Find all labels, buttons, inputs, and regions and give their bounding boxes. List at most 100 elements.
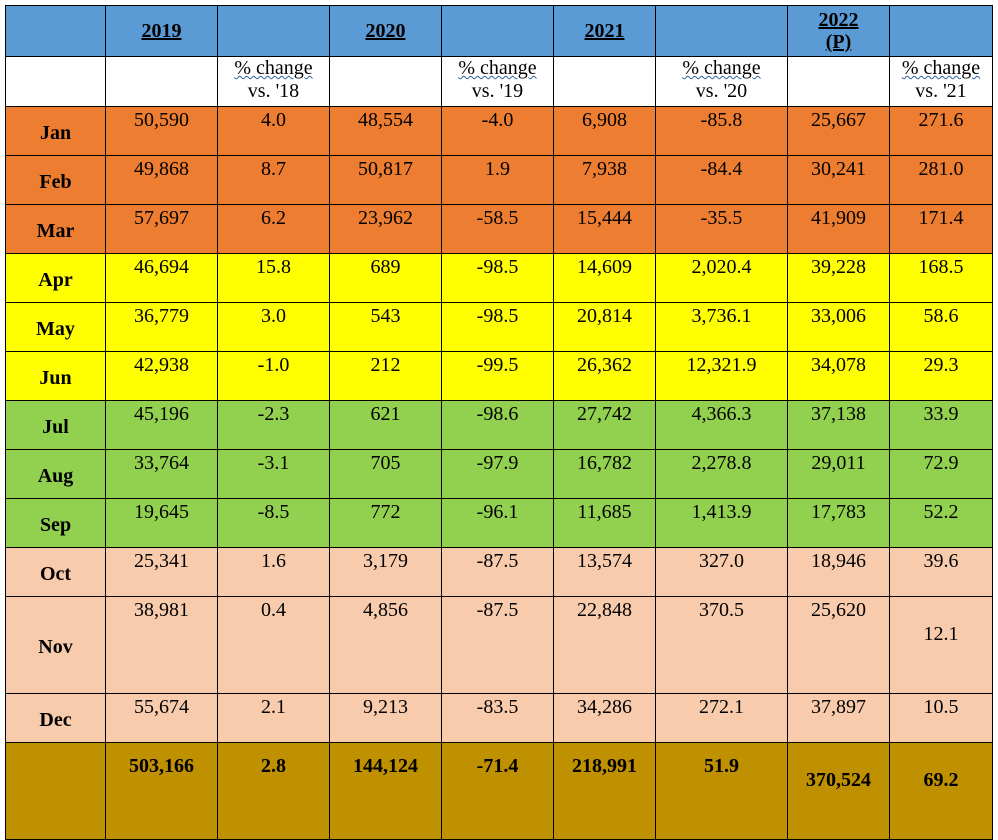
table-row: Nov 38,981 0.4 4,856 -87.5 22,848 370.5 25,620 1… xyxy=(5,596,993,694)
percent-change-cell: -83.5 xyxy=(441,693,554,743)
total-value-cell: 2.8 xyxy=(217,742,330,840)
arrivals-cell: 37,897 xyxy=(787,693,890,743)
percent-change-cell: 272.1 xyxy=(655,693,788,743)
percent-change-cell: -8.5 xyxy=(217,498,330,548)
table-row: Oct 25,341 1.6 3,179 -87.5 13,574 327.0 18,946 3… xyxy=(5,547,993,597)
percent-change-cell: 271.6 xyxy=(889,106,993,156)
percent-change-cell: 58.6 xyxy=(889,302,993,352)
month-label: May xyxy=(5,302,106,352)
arrivals-cell: 25,667 xyxy=(787,106,890,156)
header-empty-cell xyxy=(441,5,554,57)
arrivals-cell: 772 xyxy=(329,498,442,548)
arrivals-cell: 7,938 xyxy=(553,155,656,205)
total-label-cell xyxy=(5,742,106,840)
percent-change-cell: 6.2 xyxy=(217,204,330,254)
year-2022-header: 2022 (P) xyxy=(787,5,890,57)
arrivals-cell: 55,674 xyxy=(105,693,218,743)
percent-change-cell: 10.5 xyxy=(889,693,993,743)
table-row: Aug 33,764 -3.1 705 -97.9 16,782 2,278.8 29,011… xyxy=(5,449,993,499)
month-label: Mar xyxy=(5,204,106,254)
percent-change-cell: 171.4 xyxy=(889,204,993,254)
change-vs-19-header: % change vs. '19 xyxy=(441,56,554,107)
percent-change-cell: 2.1 xyxy=(217,693,330,743)
percent-change-cell: 2,020.4 xyxy=(655,253,788,303)
arrivals-cell: 50,590 xyxy=(105,106,218,156)
percent-change-cell: 281.0 xyxy=(889,155,993,205)
percent-change-cell: 33.9 xyxy=(889,400,993,450)
total-value-cell: 51.9 xyxy=(655,742,788,840)
percent-change-cell: 370.5 xyxy=(655,596,788,694)
arrivals-cell: 39,228 xyxy=(787,253,890,303)
month-label: Oct xyxy=(5,547,106,597)
arrivals-cell: 17,783 xyxy=(787,498,890,548)
month-label: Apr xyxy=(5,253,106,303)
arrivals-cell: 19,645 xyxy=(105,498,218,548)
header-empty-cell xyxy=(655,5,788,57)
percent-change-cell: 3.0 xyxy=(217,302,330,352)
arrivals-cell: 49,868 xyxy=(105,155,218,205)
arrivals-cell: 543 xyxy=(329,302,442,352)
arrivals-cell: 36,779 xyxy=(105,302,218,352)
percent-change-cell: -98.6 xyxy=(441,400,554,450)
percent-change-cell: 8.7 xyxy=(217,155,330,205)
arrivals-cell: 13,574 xyxy=(553,547,656,597)
arrivals-cell: 4,856 xyxy=(329,596,442,694)
arrivals-cell: 45,196 xyxy=(105,400,218,450)
arrivals-cell: 6,908 xyxy=(553,106,656,156)
arrivals-cell: 705 xyxy=(329,449,442,499)
total-value-cell: 370,524 xyxy=(787,742,890,840)
percent-change-cell: -4.0 xyxy=(441,106,554,156)
percent-change-cell: -98.5 xyxy=(441,302,554,352)
arrivals-cell: 14,609 xyxy=(553,253,656,303)
arrivals-cell: 50,817 xyxy=(329,155,442,205)
percent-change-cell: -2.3 xyxy=(217,400,330,450)
percent-change-cell: 1,413.9 xyxy=(655,498,788,548)
table-row: May 36,779 3.0 543 -98.5 20,814 3,736.1 33,006 5… xyxy=(5,302,993,352)
total-value-cell: 144,124 xyxy=(329,742,442,840)
percent-change-cell: 327.0 xyxy=(655,547,788,597)
percent-change-cell: -99.5 xyxy=(441,351,554,401)
arrivals-cell: 621 xyxy=(329,400,442,450)
arrivals-cell: 16,782 xyxy=(553,449,656,499)
change-vs-21-header: % change vs. '21 xyxy=(889,56,993,107)
table-row: Jul 45,196 -2.3 621 -98.6 27,742 4,366.3 37,138… xyxy=(5,400,993,450)
arrivals-cell: 18,946 xyxy=(787,547,890,597)
arrivals-cell: 34,286 xyxy=(553,693,656,743)
table-row: Mar 57,697 6.2 23,962 -58.5 15,444 -35.5 41,909… xyxy=(5,204,993,254)
month-label: Jan xyxy=(5,106,106,156)
percent-change-cell: -87.5 xyxy=(441,547,554,597)
total-value-cell: 503,166 xyxy=(105,742,218,840)
percent-change-cell: -85.8 xyxy=(655,106,788,156)
table-row: Feb 49,868 8.7 50,817 1.9 7,938 -84.4 30,241 281… xyxy=(5,155,993,205)
arrivals-cell: 23,962 xyxy=(329,204,442,254)
arrivals-cell: 25,620 xyxy=(787,596,890,694)
month-label: Jun xyxy=(5,351,106,401)
arrivals-cell: 212 xyxy=(329,351,442,401)
percent-change-cell: 3,736.1 xyxy=(655,302,788,352)
arrivals-cell: 689 xyxy=(329,253,442,303)
arrivals-cell: 33,764 xyxy=(105,449,218,499)
percent-change-cell: 1.9 xyxy=(441,155,554,205)
percent-change-cell: -58.5 xyxy=(441,204,554,254)
table-row: Dec 55,674 2.1 9,213 -83.5 34,286 272.1 37,897 1… xyxy=(5,693,993,743)
arrivals-cell: 25,341 xyxy=(105,547,218,597)
monthly-arrivals-table: 2019 2020 2021 2022 (P) % change vs. '18 %… xyxy=(5,5,993,840)
percent-change-cell: 4.0 xyxy=(217,106,330,156)
subheader-blank-cell xyxy=(787,56,890,107)
subheader-blank-cell xyxy=(105,56,218,107)
arrivals-cell: 48,554 xyxy=(329,106,442,156)
percent-change-cell: 29.3 xyxy=(889,351,993,401)
percent-change-cell: -98.5 xyxy=(441,253,554,303)
arrivals-cell: 9,213 xyxy=(329,693,442,743)
header-blank-cell xyxy=(5,5,106,57)
percent-change-cell: 168.5 xyxy=(889,253,993,303)
arrivals-cell: 22,848 xyxy=(553,596,656,694)
arrivals-cell: 34,078 xyxy=(787,351,890,401)
percent-change-cell: 15.8 xyxy=(217,253,330,303)
arrivals-cell: 42,938 xyxy=(105,351,218,401)
percent-change-cell: 52.2 xyxy=(889,498,993,548)
arrivals-cell: 20,814 xyxy=(553,302,656,352)
header-empty-cell xyxy=(217,5,330,57)
arrivals-cell: 30,241 xyxy=(787,155,890,205)
arrivals-cell: 27,742 xyxy=(553,400,656,450)
